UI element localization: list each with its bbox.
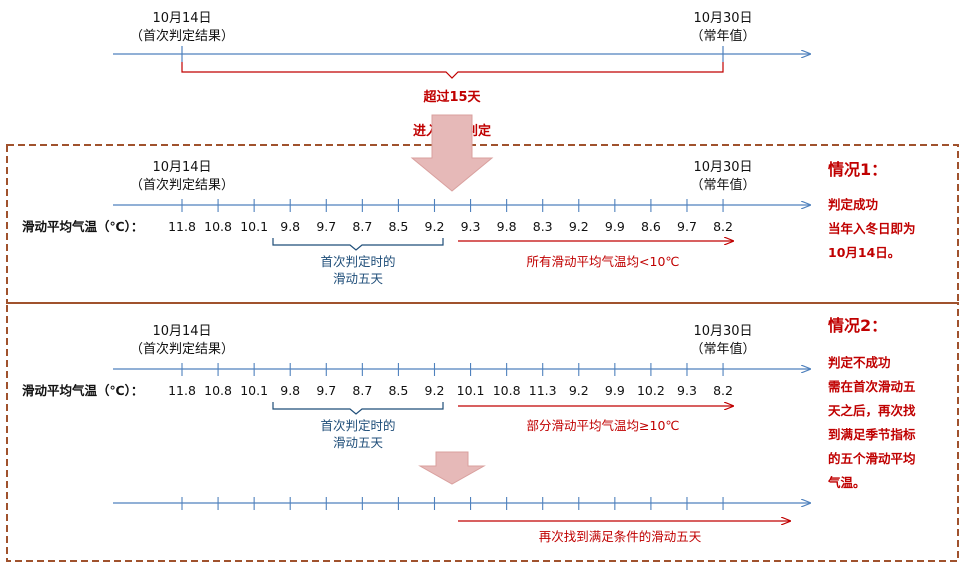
case1-desc-line3: 10月14日。: [828, 245, 900, 260]
transition-down-arrow-1: [410, 114, 494, 192]
case1-values: 11.8 10.8 10.1 9.8 9.7 8.7 8.5 9.2 9.3 9.8 8.3 9.2 9…: [168, 219, 733, 234]
case2-value-2: 10.1: [240, 383, 268, 398]
case2-description: 情况2： 判定不成功 需在首次滑动五 天之后，再次找 到满足季节指标 的五个滑动…: [827, 316, 916, 490]
case2-desc-line2: 需在首次滑动五: [828, 379, 916, 394]
case2-value-3: 9.8: [280, 383, 300, 398]
case1-end-note: （常年值）: [690, 177, 755, 193]
case2-bottom-ticks: [181, 497, 724, 510]
case1-description: 情况1： 判定成功 当年入冬日即为 10月14日。: [828, 160, 916, 260]
case2-value-10: 11.3: [529, 383, 557, 398]
case1-ticks: [181, 199, 724, 212]
case1-first-window-brace: [272, 238, 444, 251]
case1-value-9: 9.8: [497, 219, 517, 234]
case2-value-0: 11.8: [168, 383, 196, 398]
case1-value-5: 8.7: [352, 219, 372, 234]
case2-value-14: 9.3: [677, 383, 697, 398]
case1-value-11: 9.2: [569, 219, 589, 234]
case2-desc-line1: 判定不成功: [828, 355, 891, 370]
case2-value-9: 10.8: [493, 383, 521, 398]
top-start-date: 10月14日: [152, 11, 211, 26]
case2-start-note: （首次判定结果）: [130, 341, 234, 357]
case2-value-13: 10.2: [637, 383, 665, 398]
case2-desc-line4: 到满足季节指标: [828, 427, 916, 442]
transition-down-arrow-2: [418, 451, 486, 485]
case2-desc-line3: 天之后，再次找: [828, 403, 916, 418]
case1-value-13: 8.6: [641, 219, 661, 234]
case1-value-3: 9.8: [280, 219, 300, 234]
case1-desc-line1: 判定成功: [828, 197, 878, 212]
case1-value-15: 8.2: [713, 219, 733, 234]
case2-frame: [6, 302, 959, 562]
top-gap-label: 超过15天: [423, 89, 481, 105]
case1-brace-label-line1: 首次判定时的: [320, 254, 395, 269]
case1-value-6: 8.5: [388, 219, 408, 234]
case2-value-1: 10.8: [204, 383, 232, 398]
case2-value-5: 8.7: [352, 383, 372, 398]
case1-value-12: 9.9: [605, 219, 625, 234]
case2-first-window-brace: [272, 402, 444, 415]
case2-desc-line5: 的五个滑动平均: [828, 451, 916, 466]
case2-value-15: 8.2: [713, 383, 733, 398]
case2-value-8: 10.1: [457, 383, 485, 398]
case1-title: 情况1：: [828, 160, 887, 179]
case1-start-note: （首次判定结果）: [130, 177, 234, 193]
case2-value-6: 8.5: [388, 383, 408, 398]
case2-brace-label-line2: 滑动五天: [333, 435, 384, 450]
case2-title: 情况2：: [828, 316, 887, 335]
case2-red-arrow-label: 部分滑动平均气温均≥10℃: [527, 418, 680, 433]
case2-values: 11.8 10.8 10.1 9.8 9.7 8.7 8.5 9.2 10.1 10.8 11.3 9…: [168, 383, 733, 398]
case1-value-2: 10.1: [240, 219, 268, 234]
top-start-note: （首次判定结果）: [130, 28, 234, 44]
case1-frame: [6, 144, 959, 304]
case1-value-14: 9.7: [677, 219, 697, 234]
case1-brace-label-line2: 滑动五天: [333, 271, 384, 286]
case2-end-date: 10月30日: [693, 324, 752, 339]
case1-value-1: 10.8: [204, 219, 232, 234]
top-end-date: 10月30日: [693, 11, 752, 26]
case2-row-label: 滑动平均气温（℃）：: [22, 383, 143, 398]
case1-value-4: 9.7: [316, 219, 336, 234]
case2-value-7: 9.2: [425, 383, 445, 398]
case1-row-label: 滑动平均气温（℃）：: [22, 219, 143, 234]
case1-value-0: 11.8: [168, 219, 196, 234]
case2-value-4: 9.7: [316, 383, 336, 398]
case2-brace-label-line1: 首次判定时的: [320, 418, 395, 433]
top-gap-brace: [181, 62, 724, 79]
case1-value-10: 8.3: [533, 219, 553, 234]
case2-bottom-label: 再次找到满足条件的滑动五天: [539, 529, 702, 544]
top-end-note: （常年值）: [690, 28, 755, 44]
case1-end-date: 10月30日: [693, 160, 752, 175]
case1-desc-line2: 当年入冬日即为: [828, 221, 916, 236]
case2-desc-line6: 气温。: [827, 475, 866, 490]
case2-start-date: 10月14日: [152, 324, 211, 339]
case1-start-date: 10月14日: [152, 160, 211, 175]
case2-value-12: 9.9: [605, 383, 625, 398]
case1-timeline: 10月14日 （首次判定结果） 10月30日 （常年值） 滑动平均气温（℃）： …: [22, 160, 810, 286]
case2-ticks: [181, 363, 724, 376]
case1-red-arrow-label: 所有滑动平均气温均<10℃: [527, 254, 680, 269]
case1-value-7: 9.2: [425, 219, 445, 234]
case2-value-11: 9.2: [569, 383, 589, 398]
case2-timeline: 10月14日 （首次判定结果） 10月30日 （常年值） 滑动平均气温（℃）： …: [22, 324, 810, 544]
case1-value-8: 9.3: [461, 219, 481, 234]
case2-end-note: （常年值）: [690, 341, 755, 357]
